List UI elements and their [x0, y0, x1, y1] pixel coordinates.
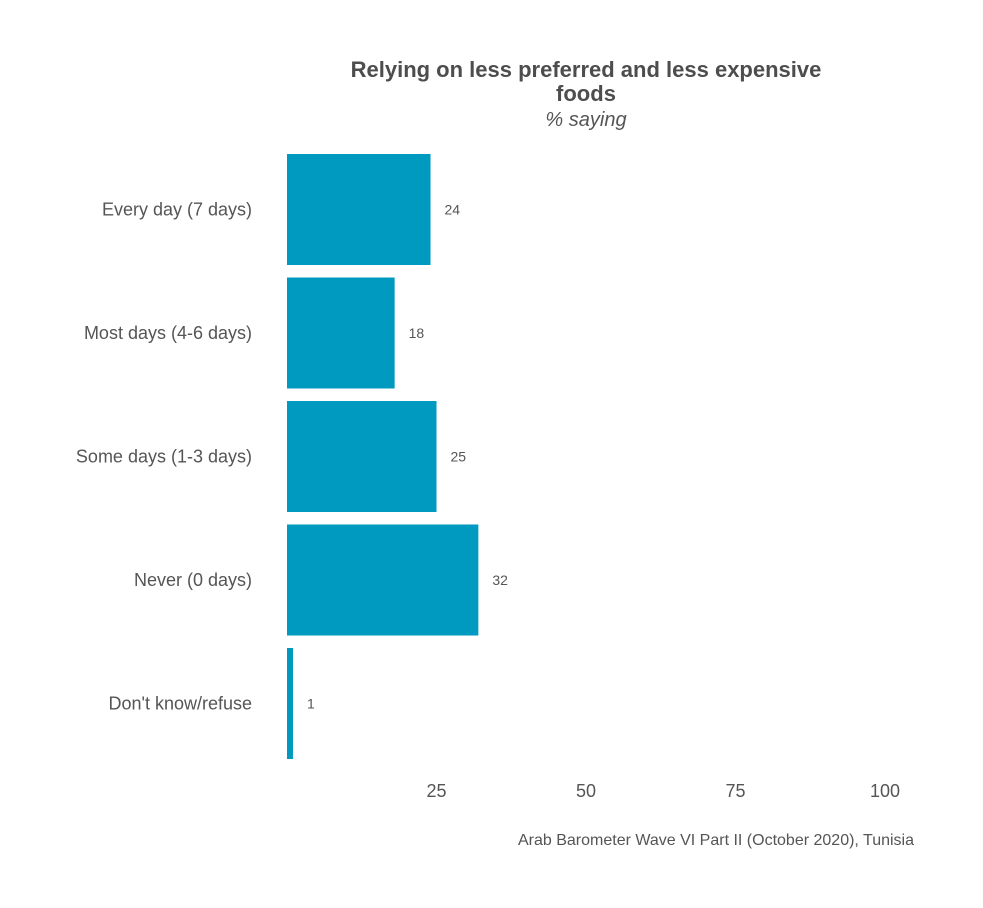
- category-label-0: Every day (7 days): [102, 200, 252, 220]
- data-label-3: 32: [492, 572, 508, 588]
- bar-2: [287, 401, 437, 512]
- category-label-4: Don't know/refuse: [108, 694, 252, 714]
- bar-3: [287, 524, 479, 636]
- x-tick-label-0: 25: [426, 781, 446, 801]
- data-label-2: 25: [451, 449, 467, 465]
- bars-layer: [287, 154, 479, 759]
- data-labels-layer: 24 18 25 32 1: [307, 202, 508, 712]
- bar-0: [287, 154, 431, 265]
- data-label-1: 18: [409, 325, 425, 341]
- chart-title-line-2: foods: [556, 81, 616, 106]
- bar-4: [287, 648, 293, 759]
- x-tick-label-1: 50: [576, 781, 596, 801]
- data-label-0: 24: [445, 202, 461, 218]
- category-label-1: Most days (4-6 days): [84, 323, 252, 343]
- category-label-3: Never (0 days): [134, 570, 252, 590]
- chart-caption: Arab Barometer Wave VI Part II (October …: [518, 832, 914, 849]
- bar-1: [287, 277, 395, 389]
- x-tick-label-3: 100: [870, 781, 900, 801]
- category-labels-layer: Every day (7 days) Most days (4-6 days) So…: [76, 200, 252, 714]
- category-label-2: Some days (1-3 days): [76, 447, 252, 467]
- chart-title-line-1: Relying on less preferred and less expen…: [351, 57, 822, 82]
- x-tick-label-2: 75: [725, 781, 745, 801]
- x-axis-ticks-layer: 25 50 75 100: [426, 781, 900, 801]
- chart-subtitle: % saying: [545, 109, 626, 131]
- data-label-4: 1: [307, 696, 315, 712]
